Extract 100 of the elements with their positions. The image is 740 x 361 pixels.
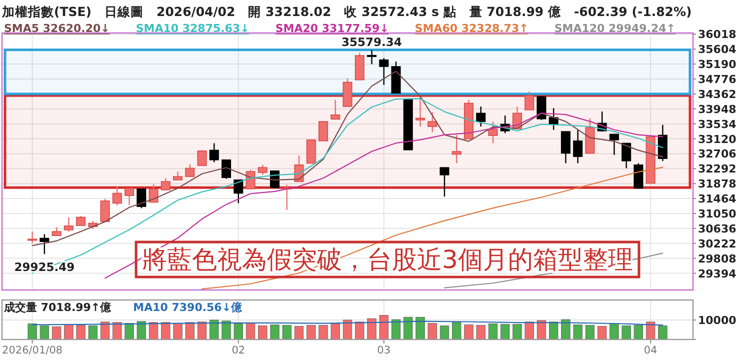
bar: [124, 323, 134, 340]
bar: [464, 324, 474, 340]
candlestick: [536, 96, 546, 120]
bar: [524, 322, 534, 340]
bar: [585, 325, 595, 340]
bar: [64, 324, 74, 340]
candlestick: [488, 120, 498, 144]
y-tick-label: 32292: [698, 162, 736, 176]
bar: [40, 326, 49, 340]
bar: [512, 324, 522, 340]
x-tick-label: 2026/01/08: [2, 344, 63, 356]
y-tick-label: 33120: [698, 132, 737, 146]
candlestick: [246, 169, 256, 190]
y-tick-label: 34362: [698, 88, 736, 101]
candlestick: [136, 188, 146, 209]
y-tick-label: 31464: [698, 192, 737, 206]
bar: [476, 325, 486, 340]
bar: [634, 325, 644, 340]
y-tick-label: 31878: [698, 178, 736, 191]
bar: [428, 323, 437, 340]
bar: [197, 322, 207, 340]
bar: [185, 322, 194, 340]
bar: [76, 325, 86, 340]
bar: [270, 324, 280, 340]
candlestick: [28, 230, 38, 244]
candlestick: [366, 49, 377, 65]
candlestick: [148, 184, 158, 203]
bar: [52, 326, 62, 340]
candlestick: [634, 162, 644, 189]
x-tick-label: 02: [232, 344, 246, 356]
series-label: 成交量 7018.99↑億: [3, 301, 112, 314]
bar: [573, 324, 582, 340]
y-tick-label: 10000: [698, 314, 737, 327]
bar: [488, 324, 498, 340]
candlestick: [428, 112, 438, 133]
text: SMA10 32875.63↓: [136, 22, 250, 35]
text: SMA60 32328.73↑: [414, 22, 528, 35]
bar: [88, 326, 98, 340]
candlestick: [440, 166, 450, 198]
bar: [610, 324, 619, 340]
candlestick: [222, 159, 232, 180]
bar: [342, 320, 352, 340]
y-tick-label: 33534: [698, 118, 737, 131]
bar: [440, 326, 450, 340]
bar: [258, 326, 268, 340]
bar: [416, 316, 425, 340]
candlestick: [306, 139, 316, 164]
bar: [549, 322, 558, 340]
x-tick-label: 04: [644, 344, 658, 356]
y-tick-label: 29394: [698, 267, 737, 280]
candlestick: [476, 106, 486, 128]
candlestick: [318, 121, 328, 142]
bar: [330, 324, 340, 340]
y-tick-label: 35604: [698, 43, 737, 56]
candlestick: [379, 58, 389, 86]
candlestick: [658, 124, 668, 162]
y-tick-label: 30636: [698, 222, 737, 236]
bar: [318, 325, 328, 340]
candlestick: [100, 198, 110, 222]
bar: [391, 319, 401, 340]
series-label: MA10 7390.56↓億: [133, 301, 244, 314]
y-tick-label: 34776: [698, 72, 737, 86]
candlestick: [234, 179, 244, 204]
bar: [112, 322, 122, 340]
bar: [598, 326, 607, 340]
y-tick-label: 36018: [698, 28, 736, 42]
bar: [222, 320, 231, 340]
candlestick: [330, 99, 340, 120]
bar: [561, 319, 570, 340]
bar: [379, 315, 388, 340]
bar: [500, 324, 510, 340]
candlestick: [64, 216, 74, 232]
candlestick: [40, 234, 50, 255]
x-tick-label: 03: [377, 344, 391, 356]
candlestick: [609, 134, 619, 156]
bar: [28, 324, 37, 340]
y-tick-label: 33948: [698, 102, 736, 116]
bar: [161, 322, 170, 340]
bar: [173, 323, 182, 340]
bar: [536, 320, 546, 340]
bar: [404, 316, 413, 340]
bar: [294, 326, 304, 340]
candlestick: [197, 150, 207, 166]
candlestick: [622, 142, 632, 169]
bar: [282, 325, 292, 340]
candlestick: [76, 215, 86, 226]
candlestick: [124, 188, 134, 206]
y-tick-label: 29808: [698, 252, 736, 266]
bar: [148, 322, 158, 340]
bar: [234, 324, 243, 340]
bar: [646, 322, 656, 340]
bar: [367, 318, 376, 340]
candlestick: [160, 178, 170, 192]
text: SMA5 32620.20↓: [4, 22, 110, 35]
text: SMA20 33177.59↓: [275, 22, 389, 35]
y-tick-label: 35190: [698, 58, 737, 72]
bar: [355, 322, 364, 340]
chart-title: 加權指數(TSE) 日線圖 2026/04/02 開 33218.02 收 32572.43 s 點 量 7018.99 億 -602.39 (-1.82%): [1, 4, 692, 19]
candlestick: [185, 164, 195, 178]
candlestick: [415, 94, 425, 128]
